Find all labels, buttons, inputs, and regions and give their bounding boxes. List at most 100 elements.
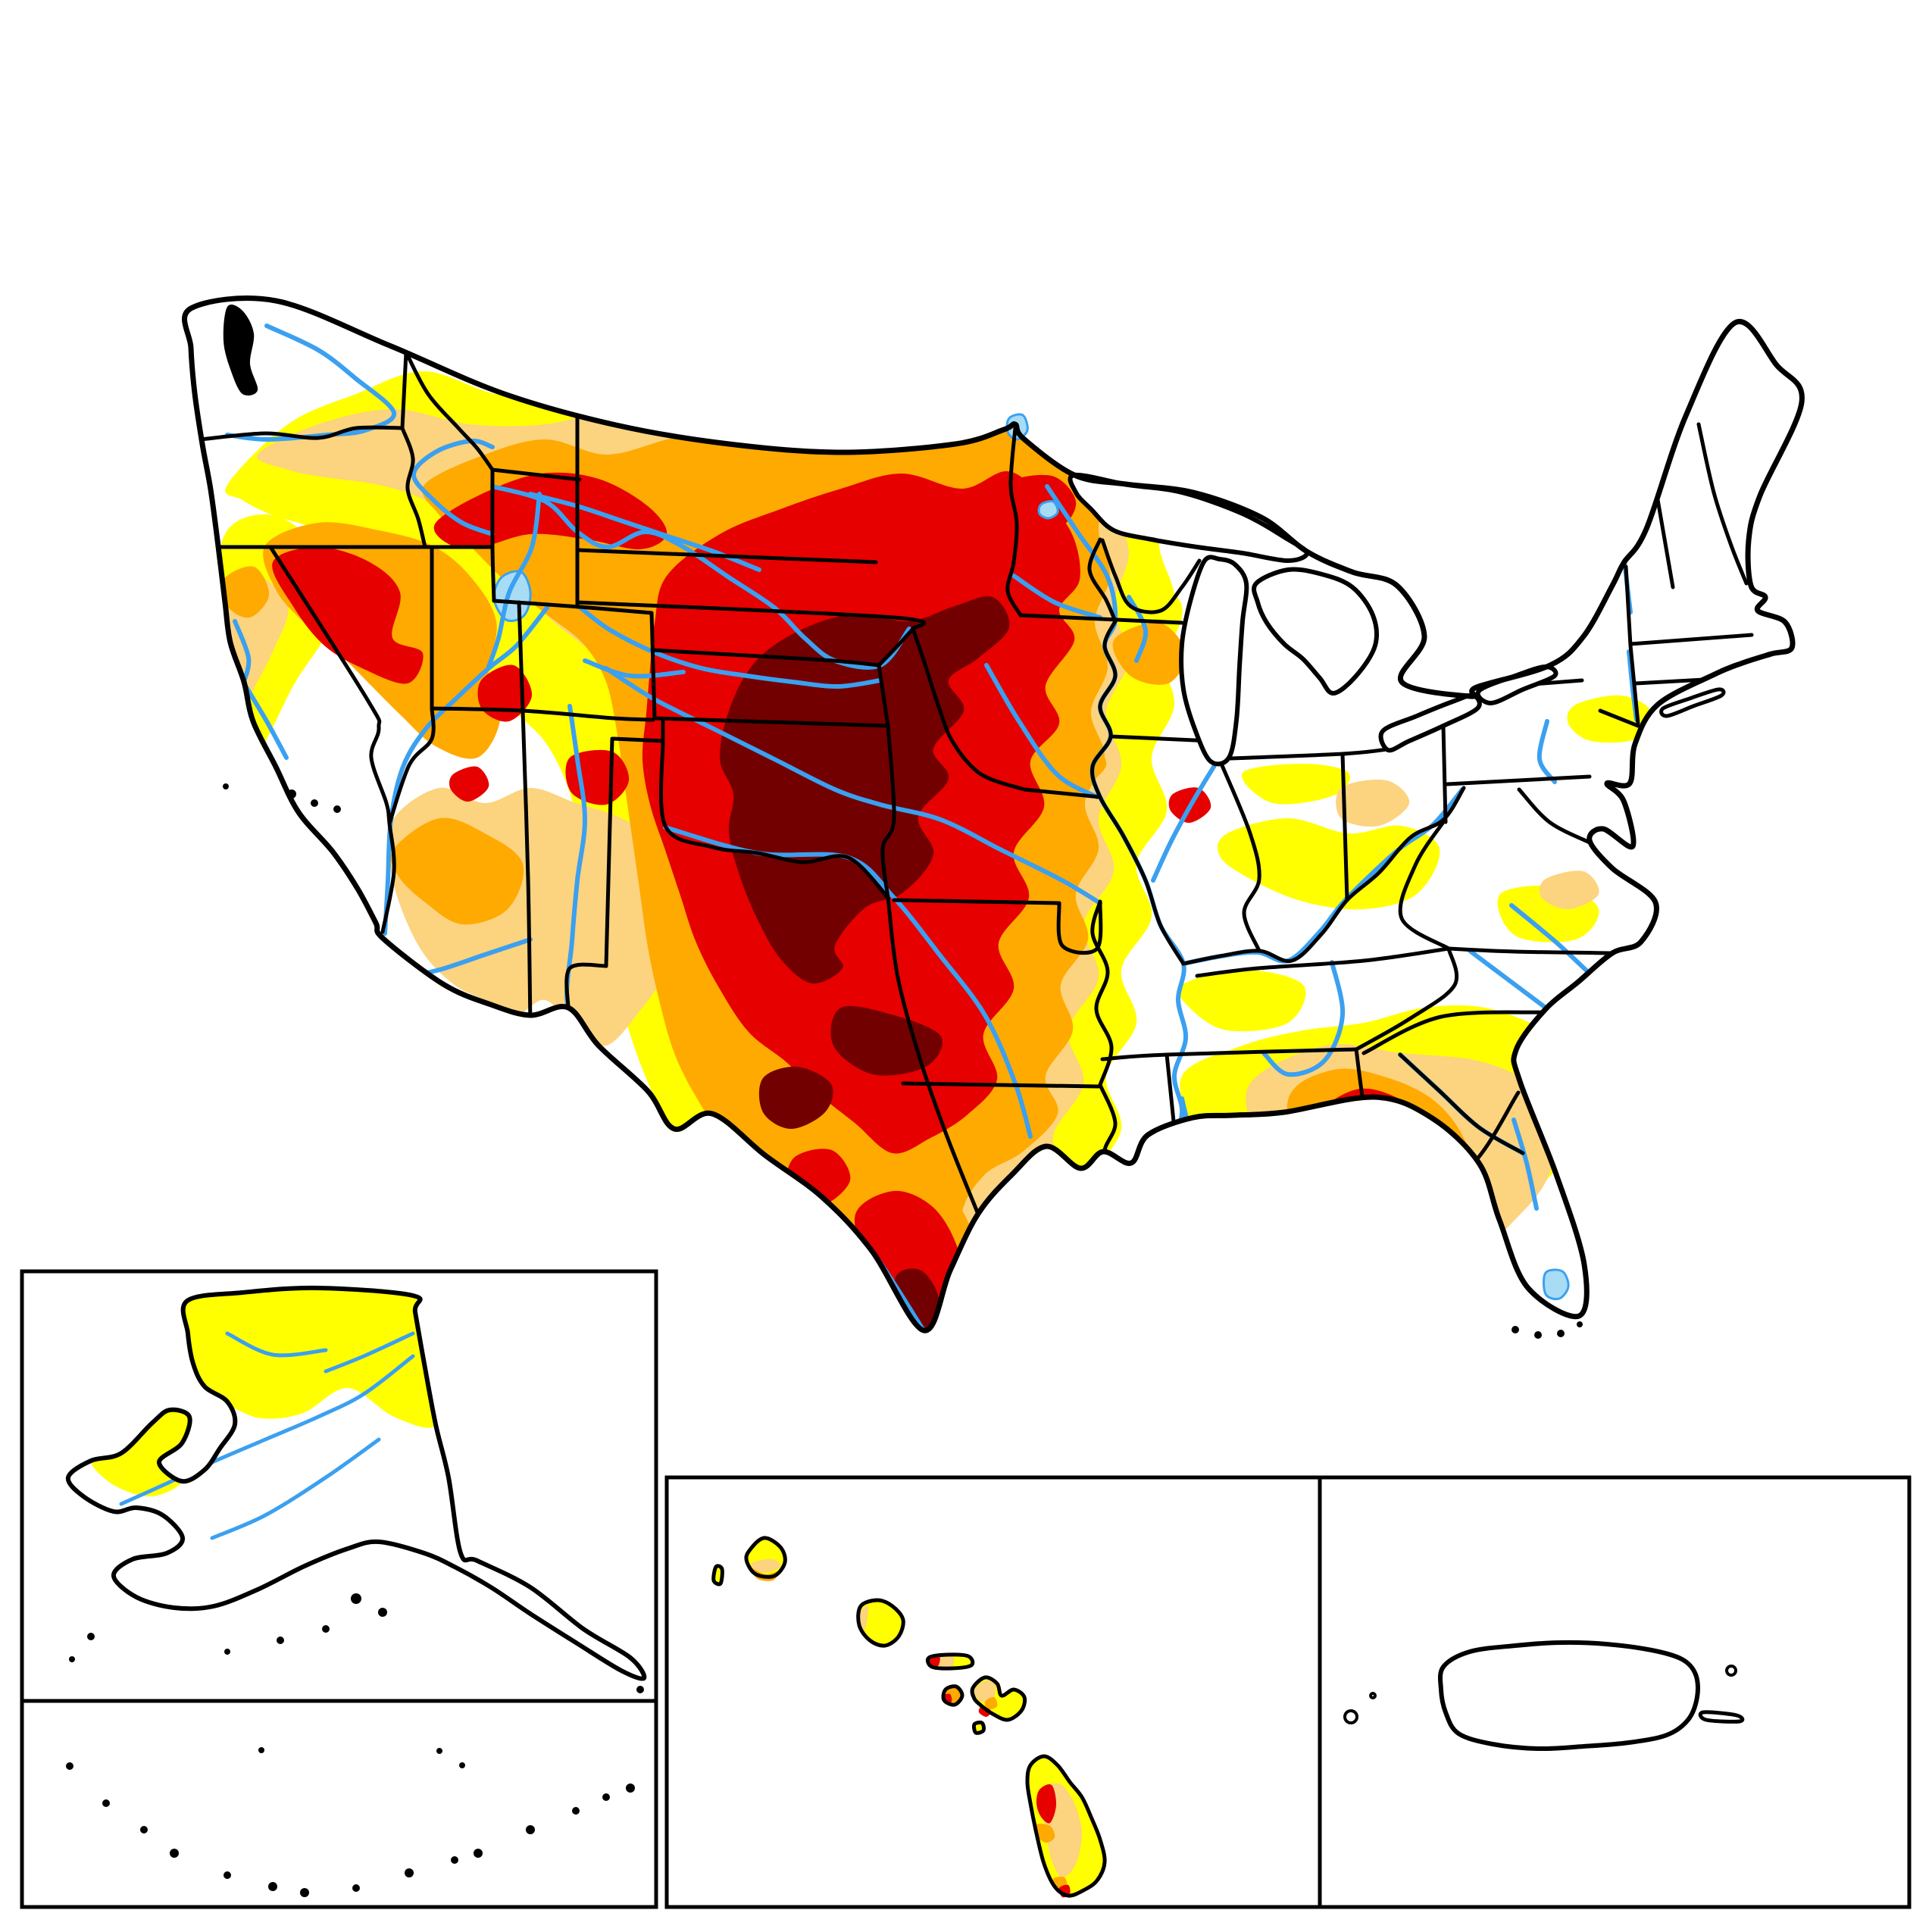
aleutian-island-8: [405, 1868, 414, 1877]
state-border-ky-tn: [1195, 946, 1451, 978]
state-border-lat37-west: [430, 706, 655, 722]
lanai-shoreline: [941, 1684, 964, 1707]
state-border-pa-md: [1445, 774, 1592, 786]
alaska-coastline: [65, 1285, 647, 1681]
conus-coastline: [182, 295, 1805, 1333]
state-border-nc-west: [1354, 946, 1459, 1052]
aleutian-island-12: [572, 1807, 580, 1815]
islet-key-4: [1577, 1321, 1583, 1327]
inset-box-borders: [20, 1269, 1912, 1909]
aleutians-box: [20, 1699, 658, 1909]
river-pee-dee: [1468, 949, 1548, 1010]
drought-d2-d2-california-south: [254, 802, 300, 846]
state-border-nm-32n: [564, 962, 608, 1010]
state-border-nd-sd: [575, 548, 878, 564]
state-border-mo-bootheel: [1056, 899, 1103, 955]
kahoolawe-shoreline: [971, 1720, 986, 1735]
state-border-ny-vt: [1624, 564, 1633, 648]
state-border-nv-az: [387, 706, 436, 826]
big-island-shoreline: [1025, 1754, 1107, 1898]
aleutian-island-2: [140, 1826, 148, 1834]
state-border-mo-ar: [892, 898, 1061, 905]
river-porcupine: [324, 1331, 415, 1374]
drought-d3-d3-nevada: [272, 547, 424, 684]
alaska-islet-2: [351, 1593, 361, 1604]
drought-d4-d4-alabama: [1320, 1134, 1354, 1171]
alaska-islet-0: [87, 1633, 95, 1640]
state-border-lat41: [492, 599, 654, 615]
state-border-sd-ne: [575, 600, 927, 631]
state-border-or-id: [400, 426, 427, 549]
river-st-johns: [1512, 1118, 1539, 1211]
river-tennessee: [1261, 960, 1346, 1077]
drought-d1-d1-virginia: [1539, 871, 1599, 910]
drought-d3-d3-minnesota: [1004, 474, 1077, 530]
state-border-wa-or: [199, 425, 405, 442]
aleutian-island-16: [459, 1762, 465, 1768]
state-border-mi-in-oh: [1208, 746, 1395, 761]
oahu-d1-0: [858, 1605, 869, 1630]
state-border-ut-co: [517, 600, 525, 713]
state-border-nc-sc: [1361, 1010, 1546, 1055]
drought-d4-d4-central: [719, 596, 1010, 984]
molokai-d1-0: [936, 1655, 955, 1668]
state-border-ne-ks: [650, 648, 881, 667]
alaska-islet-4: [322, 1625, 330, 1633]
river-green: [486, 492, 542, 669]
puerto-rico-inset: [1343, 1640, 1745, 1752]
river-wisconsin-river: [1127, 595, 1149, 663]
river-sacramento: [233, 619, 252, 684]
aleutian-island-11: [526, 1825, 535, 1834]
river-kuskokwim: [210, 1437, 381, 1540]
lake-huron: [1252, 567, 1379, 696]
drought-d0-d0-new-york: [1567, 695, 1652, 743]
hawaii-island-kahoolawe: [971, 1720, 986, 1735]
aleutian-island-5: [268, 1882, 277, 1891]
long-island: [1659, 687, 1726, 718]
islet-channel-island-2: [311, 799, 318, 807]
alaska-islet-1: [69, 1656, 75, 1662]
state-border-co-ks: [649, 611, 657, 721]
alaska-islet-7: [636, 1686, 644, 1693]
state-border-mississippi-border-upper: [1089, 619, 1186, 966]
state-border-nh-me: [1696, 422, 1749, 586]
river-yukon: [119, 1354, 415, 1506]
drought-d4-d4-oklahoma: [830, 1005, 943, 1076]
drought-d4-d4-georgia: [1358, 1119, 1430, 1230]
state-border-oh-pa: [1441, 724, 1448, 824]
state-border-ca-nv-diag: [268, 545, 396, 934]
state-border-mn-west: [1005, 426, 1023, 617]
state-border-tx-nm: [604, 736, 614, 968]
maui-d2-1: [984, 1696, 998, 1710]
islet-channel-island-3: [333, 805, 341, 813]
aleutians-inset: [66, 1747, 635, 1897]
hawaii-island-kauai: [744, 1536, 787, 1581]
state-border-ny-nj: [1598, 708, 1640, 728]
state-border-nm-az: [521, 708, 533, 1029]
state-border-tx-ok-red: [658, 739, 890, 900]
hawaii-island-lanai: [941, 1684, 964, 1707]
state-border-ia-mo: [1022, 787, 1102, 799]
river-arkansas: [604, 666, 1102, 905]
maui-shoreline: [970, 1675, 1027, 1722]
puerto-rico-outline: [1437, 1640, 1700, 1752]
river-south-platte: [583, 658, 686, 679]
islet-key-2: [1534, 1331, 1542, 1339]
hawaii-island-molokai: [925, 1652, 975, 1671]
drought-d0-d0-michigan: [1241, 764, 1351, 805]
hawaii-island-maui: [970, 1675, 1027, 1722]
state-border-ok-ar: [880, 724, 896, 900]
river-des-moines: [984, 663, 1099, 799]
state-border-mi-wi-up: [1100, 538, 1202, 614]
molokai-shoreline: [925, 1652, 975, 1671]
state-border-ar-ms-river: [1090, 899, 1114, 1087]
aleutian-island-1: [102, 1799, 110, 1807]
state-border-wi-il: [1108, 734, 1213, 743]
drought-d2-d2-arizona: [390, 818, 524, 925]
conus-map: [182, 295, 1805, 1339]
lake-erie: [1378, 692, 1482, 753]
islet-mona: [1343, 1709, 1358, 1724]
big-island-d2-1: [1035, 1824, 1055, 1843]
river-chattahoochee: [1361, 1104, 1390, 1215]
